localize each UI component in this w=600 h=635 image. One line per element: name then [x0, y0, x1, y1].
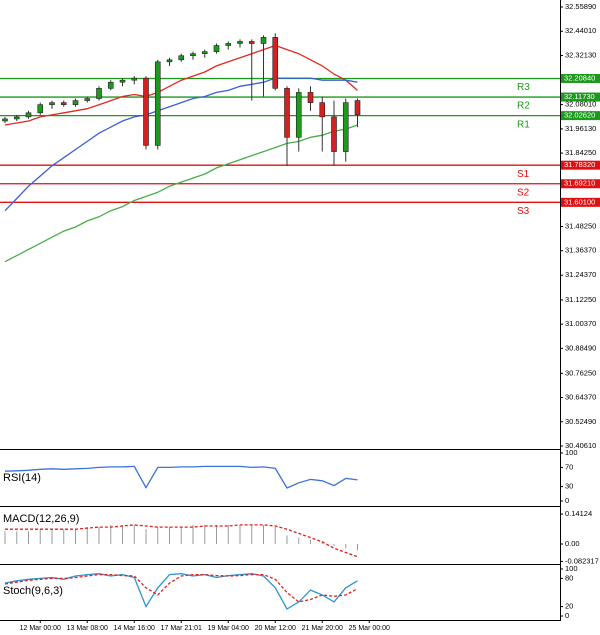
candle-body	[119, 79, 126, 83]
candle-body	[237, 41, 243, 44]
y-tick-label: 31.48250	[565, 221, 596, 230]
candle-body	[72, 100, 79, 105]
y-tick-label: 31.36370	[565, 246, 596, 255]
y-tick-label: 30.64370	[565, 393, 596, 402]
level-name: R1	[517, 119, 530, 130]
level-tag-label: 32.02620	[564, 111, 595, 120]
y-tick-label: 30.52490	[565, 417, 596, 426]
candle-body	[84, 98, 91, 101]
candle-body	[154, 61, 161, 146]
level-tag	[561, 179, 600, 189]
level-tag-label: 31.69210	[564, 179, 595, 188]
macd-signal	[5, 524, 358, 558]
candle-body	[284, 88, 290, 138]
candle-body	[166, 59, 173, 63]
stoch-main	[4, 573, 358, 610]
y-tick-label: 20	[565, 602, 573, 611]
x-tick-label: 19 Mar 04:00	[208, 625, 249, 632]
y-tick-label: 32.32130	[565, 50, 596, 59]
y-tick-label: 0.00	[565, 539, 580, 548]
level-name: R3	[517, 82, 530, 93]
candle-body	[225, 43, 232, 46]
moving-average	[4, 44, 358, 126]
candle-body	[131, 77, 138, 81]
candle-body	[107, 81, 114, 89]
y-tick-label: 0	[565, 611, 569, 620]
x-tick-label: 25 Mar 00:00	[349, 625, 390, 632]
y-tick-label: 32.44010	[565, 26, 596, 35]
level-tag-label: 32.20840	[564, 73, 595, 82]
y-tick-label: 31.24370	[565, 270, 596, 279]
y-tick-label: 100	[565, 448, 578, 457]
y-tick-label: 70	[565, 462, 573, 471]
level-name: S2	[517, 187, 530, 198]
y-tick-label: 31.84250	[565, 148, 596, 157]
candle-body	[354, 100, 361, 116]
y-tick-label: 80	[565, 573, 573, 582]
y-tick-label: -0.082317	[565, 556, 599, 565]
x-tick-label: 21 Mar 20:00	[302, 625, 343, 632]
x-tick-label: 14 Mar 16:00	[114, 625, 155, 632]
level-tag	[561, 92, 600, 102]
candle-body	[319, 102, 326, 118]
candle-body	[60, 102, 67, 105]
candle-body	[49, 102, 55, 105]
y-tick-label: 30.76250	[565, 368, 596, 377]
x-tick-label: 20 Mar 12:00	[255, 625, 296, 632]
level-name: R2	[517, 101, 530, 112]
y-tick-label: 100	[565, 564, 578, 573]
candle-body	[25, 112, 32, 118]
candle-body	[260, 37, 267, 44]
candle-body	[37, 104, 44, 114]
candle-body	[178, 55, 185, 61]
y-tick-label: 0	[565, 496, 569, 505]
level-tag	[561, 160, 600, 170]
rsi-line	[4, 465, 358, 489]
panel-title: MACD(12,26,9)	[3, 513, 79, 525]
y-tick-label: 31.00370	[565, 319, 596, 328]
level-tag-label: 32.11730	[564, 92, 595, 101]
candle-body	[13, 116, 20, 120]
level-name: S3	[517, 206, 530, 217]
y-tick-label: 0.14124	[565, 509, 592, 518]
candle-body	[201, 51, 208, 54]
y-tick-label: 30.40610	[565, 441, 596, 450]
moving-average	[4, 77, 358, 212]
candle-body	[248, 41, 255, 44]
level-tag-label: 31.60100	[564, 197, 595, 206]
candle-body	[331, 116, 337, 152]
x-tick-label: 17 Mar 21:01	[161, 625, 202, 632]
candle-body	[190, 53, 196, 57]
y-tick-label: 32.55890	[565, 2, 596, 11]
level-tag	[561, 197, 600, 207]
y-tick-label: 31.96130	[565, 124, 596, 133]
y-tick-label: 32.08010	[565, 100, 596, 109]
candle-body	[342, 102, 349, 152]
y-tick-label: 30.88490	[565, 343, 596, 352]
candle-body	[2, 118, 8, 122]
stoch-signal	[4, 573, 358, 603]
candle-body	[143, 77, 149, 146]
y-tick-label: 30	[565, 482, 573, 491]
candle-body	[295, 92, 302, 138]
level-tag	[561, 73, 600, 83]
level-name: S1	[517, 169, 530, 180]
x-tick-label: 13 Mar 08:00	[67, 625, 108, 632]
y-tick-label: 31.12250	[565, 295, 596, 304]
candle-body	[307, 92, 314, 103]
level-tag-label: 31.78320	[564, 160, 595, 169]
candle-body	[213, 45, 220, 52]
candle-body	[272, 37, 279, 89]
x-tick-label: 12 Mar 00:00	[20, 625, 61, 632]
candle-body	[96, 88, 102, 99]
panel-title: RSI(14)	[3, 472, 41, 484]
panel-title: Stoch(9,6,3)	[3, 585, 63, 597]
level-tag	[561, 111, 600, 121]
